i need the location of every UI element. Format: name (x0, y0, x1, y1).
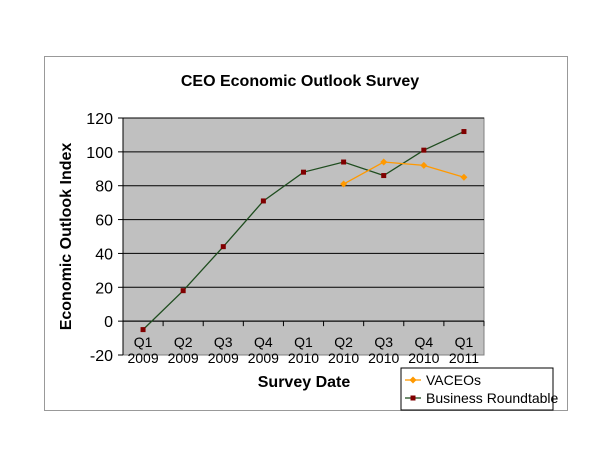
x-tick-label-quarter: Q3 (214, 334, 233, 350)
x-tick-label-year: 2010 (408, 350, 439, 366)
x-tick-label-quarter: Q2 (334, 334, 353, 350)
chart-title: CEO Economic Outlook Survey (181, 73, 419, 90)
data-point (461, 129, 467, 135)
x-tick-label-year: 2011 (449, 350, 479, 366)
data-point (420, 161, 428, 169)
series-line (343, 161, 465, 185)
x-tick-label-quarter: Q1 (134, 334, 153, 350)
legend-label: VACEOs (426, 372, 481, 388)
data-point (301, 169, 306, 175)
x-tick-label-year: 2010 (328, 350, 359, 366)
legend-label: Business Roundtable (426, 390, 559, 406)
y-tick-label: 60 (95, 213, 113, 230)
x-tick-label-year: 2009 (168, 350, 199, 366)
y-tick-label: 120 (86, 111, 113, 128)
x-tick-label-year: 2010 (368, 350, 399, 366)
data-point (421, 147, 427, 153)
y-tick-label: 80 (95, 179, 113, 196)
data-point (260, 198, 266, 204)
x-tick-label-quarter: Q1 (455, 334, 474, 350)
x-tick-label-year: 2009 (248, 350, 279, 366)
x-tick-label-quarter: Q4 (414, 334, 433, 350)
data-point (380, 158, 388, 166)
series-vaceos (340, 158, 468, 188)
legend-box (400, 367, 554, 411)
data-point (140, 327, 146, 333)
x-tick-label-quarter: Q4 (254, 334, 273, 350)
x-tick-label-quarter: Q2 (174, 334, 193, 350)
x-axis-ticks: Q12009Q22009Q32009Q42009Q12010Q22010Q320… (122, 321, 485, 366)
data-point (220, 244, 226, 250)
x-axis-title: Survey Date (258, 374, 351, 391)
y-axis-title: Economic Outlook Index (58, 143, 75, 331)
legend: VACEOs Business Roundtable (400, 367, 559, 411)
x-tick-label-quarter: Q3 (374, 334, 393, 350)
x-tick-label-quarter: Q1 (294, 334, 313, 350)
legend-swatch-marker (410, 395, 416, 401)
data-point (340, 180, 348, 188)
data-point (341, 159, 347, 165)
y-tick-label: 100 (86, 145, 113, 162)
x-tick-label-year: 2009 (127, 350, 158, 366)
legend-swatch-marker (409, 376, 417, 384)
y-axis-ticks: -20 0 20 40 60 80 100 120 (86, 111, 123, 365)
x-tick-label-year: 2010 (288, 350, 319, 366)
y-tick-label: 0 (104, 314, 113, 331)
plot-area (122, 117, 485, 356)
y-tick-label: 20 (95, 280, 113, 297)
series-business-roundtable (140, 129, 467, 333)
y-tick-label: -20 (90, 348, 113, 365)
data-point (460, 173, 468, 181)
x-tick-label-year: 2009 (208, 350, 239, 366)
data-point (381, 173, 387, 179)
legend-item: Business Roundtable (405, 390, 559, 406)
y-tick-label: 40 (95, 246, 113, 263)
data-point (180, 288, 186, 294)
legend-item: VACEOs (405, 372, 481, 388)
series-layer (140, 129, 468, 333)
